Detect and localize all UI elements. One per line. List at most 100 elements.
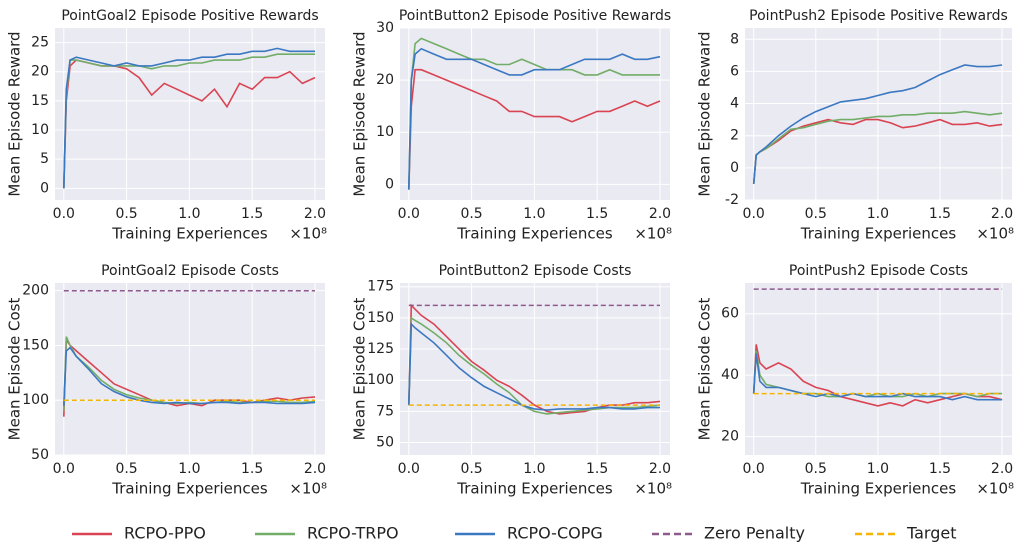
y-axis-label: Mean Episode Reward — [351, 31, 369, 196]
chart-title: PointButton2 Episode Costs — [439, 263, 632, 279]
legend-label: RCPO-PPO — [124, 524, 206, 543]
x-tick-label: 0.5 — [805, 206, 827, 222]
x-offset-label: ×10⁸ — [289, 225, 327, 243]
x-axis-label: Training Experiences — [456, 480, 613, 498]
x-offset-label: ×10⁸ — [634, 480, 672, 498]
x-tick-label: 0.5 — [805, 461, 827, 477]
x-tick-label: 2.0 — [991, 206, 1013, 222]
y-tick-label: 0 — [730, 160, 739, 176]
series-line — [408, 303, 661, 415]
plot-area — [55, 28, 325, 200]
series-line — [63, 346, 316, 406]
x-tick-label: 1.5 — [241, 206, 263, 222]
x-axis-label: Training Experiences — [111, 480, 268, 498]
plot-area — [745, 283, 1012, 455]
y-tick-label: 175 — [367, 279, 394, 295]
y-axis-label: Mean Episode Cost — [696, 298, 714, 441]
y-tick-label: 150 — [367, 310, 394, 326]
y-tick-label: 75 — [376, 403, 394, 419]
x-tick-label: 1.5 — [929, 206, 951, 222]
x-axis-label: Training Experiences — [456, 225, 613, 243]
x-tick-label: 0.0 — [743, 206, 765, 222]
y-tick-label: 4 — [730, 96, 739, 112]
chart-title: PointButton2 Episode Positive Rewards — [399, 8, 671, 24]
y-tick-label: 8 — [730, 31, 739, 47]
y-tick-label: 15 — [31, 93, 49, 109]
legend-label: RCPO-COPG — [507, 524, 603, 543]
chart-title: PointGoal2 Episode Costs — [101, 263, 279, 279]
series-line — [408, 37, 660, 190]
series-line — [408, 68, 661, 190]
plot-area — [745, 28, 1012, 200]
plot-area — [400, 28, 670, 200]
y-tick-label: 20 — [31, 64, 49, 80]
legend-label: Target — [906, 524, 957, 543]
chart-title: PointPush2 Episode Positive Rewards — [749, 8, 1008, 24]
y-tick-label: 5 — [40, 151, 49, 167]
series-line — [752, 353, 1003, 401]
y-axis-label: Mean Episode Reward — [6, 31, 24, 196]
x-tick-label: 2.0 — [991, 461, 1013, 477]
x-tick-label: 2.0 — [304, 461, 326, 477]
x-tick-label: 0.5 — [115, 206, 137, 222]
x-tick-label: 0.0 — [53, 461, 75, 477]
x-tick-label: 0.0 — [398, 461, 420, 477]
x-tick-label: 1.5 — [586, 206, 608, 222]
x-tick-label: 1.0 — [867, 206, 889, 222]
y-tick-label: 0 — [385, 176, 394, 192]
y-tick-label: 30 — [376, 20, 394, 36]
x-tick-label: 2.0 — [649, 206, 671, 222]
x-tick-label: 1.5 — [929, 461, 951, 477]
series-line — [63, 53, 315, 189]
y-tick-label: 60 — [721, 306, 739, 322]
x-tick-label: 2.0 — [649, 461, 671, 477]
x-tick-label: 2.0 — [304, 206, 326, 222]
x-axis-label: Training Experiences — [800, 480, 957, 498]
y-axis-label: Mean Episode Reward — [696, 31, 714, 196]
x-tick-label: 1.0 — [178, 206, 200, 222]
y-tick-label: 40 — [721, 367, 739, 383]
y-tick-label: 100 — [367, 372, 394, 388]
x-tick-label: 1.0 — [523, 206, 545, 222]
plot-area — [400, 283, 670, 455]
y-tick-label: 20 — [376, 72, 394, 88]
y-tick-label: 200 — [22, 283, 49, 299]
x-tick-label: 0.5 — [460, 461, 482, 477]
chart-title: PointPush2 Episode Costs — [789, 263, 968, 279]
y-tick-label: 10 — [376, 124, 394, 140]
y-tick-label: 0 — [40, 180, 49, 196]
x-axis-label: Training Experiences — [111, 225, 268, 243]
x-tick-label: 0.5 — [460, 206, 482, 222]
series-line — [63, 337, 316, 417]
x-tick-label: 0.0 — [743, 461, 765, 477]
series-line — [752, 110, 1003, 184]
series-line — [63, 336, 316, 412]
x-offset-label: ×10⁸ — [634, 225, 672, 243]
x-offset-label: ×10⁸ — [976, 225, 1014, 243]
x-tick-label: 1.5 — [586, 461, 608, 477]
y-axis-label: Mean Episode Cost — [351, 298, 369, 441]
x-tick-label: 1.5 — [241, 461, 263, 477]
x-tick-label: 1.0 — [867, 461, 889, 477]
x-offset-label: ×10⁸ — [289, 480, 327, 498]
x-tick-label: 0.0 — [53, 206, 75, 222]
series-line — [752, 118, 1003, 184]
y-tick-label: -2 — [725, 192, 739, 208]
x-offset-label: ×10⁸ — [976, 480, 1014, 498]
series-line — [408, 47, 661, 190]
y-tick-label: 100 — [22, 392, 49, 408]
series-line — [63, 47, 315, 189]
y-tick-label: 20 — [721, 429, 739, 445]
y-tick-label: 50 — [31, 447, 49, 463]
x-tick-label: 1.0 — [178, 461, 200, 477]
legend-label: Zero Penalty — [704, 524, 805, 543]
legend-label: RCPO-TRPO — [307, 524, 399, 543]
y-tick-label: 2 — [730, 128, 739, 144]
x-tick-label: 0.5 — [115, 461, 137, 477]
y-tick-label: 6 — [730, 63, 739, 79]
x-tick-label: 0.0 — [398, 206, 420, 222]
y-tick-label: 150 — [22, 337, 49, 353]
series-line — [752, 64, 1003, 184]
chart-title: PointGoal2 Episode Positive Rewards — [61, 8, 318, 24]
